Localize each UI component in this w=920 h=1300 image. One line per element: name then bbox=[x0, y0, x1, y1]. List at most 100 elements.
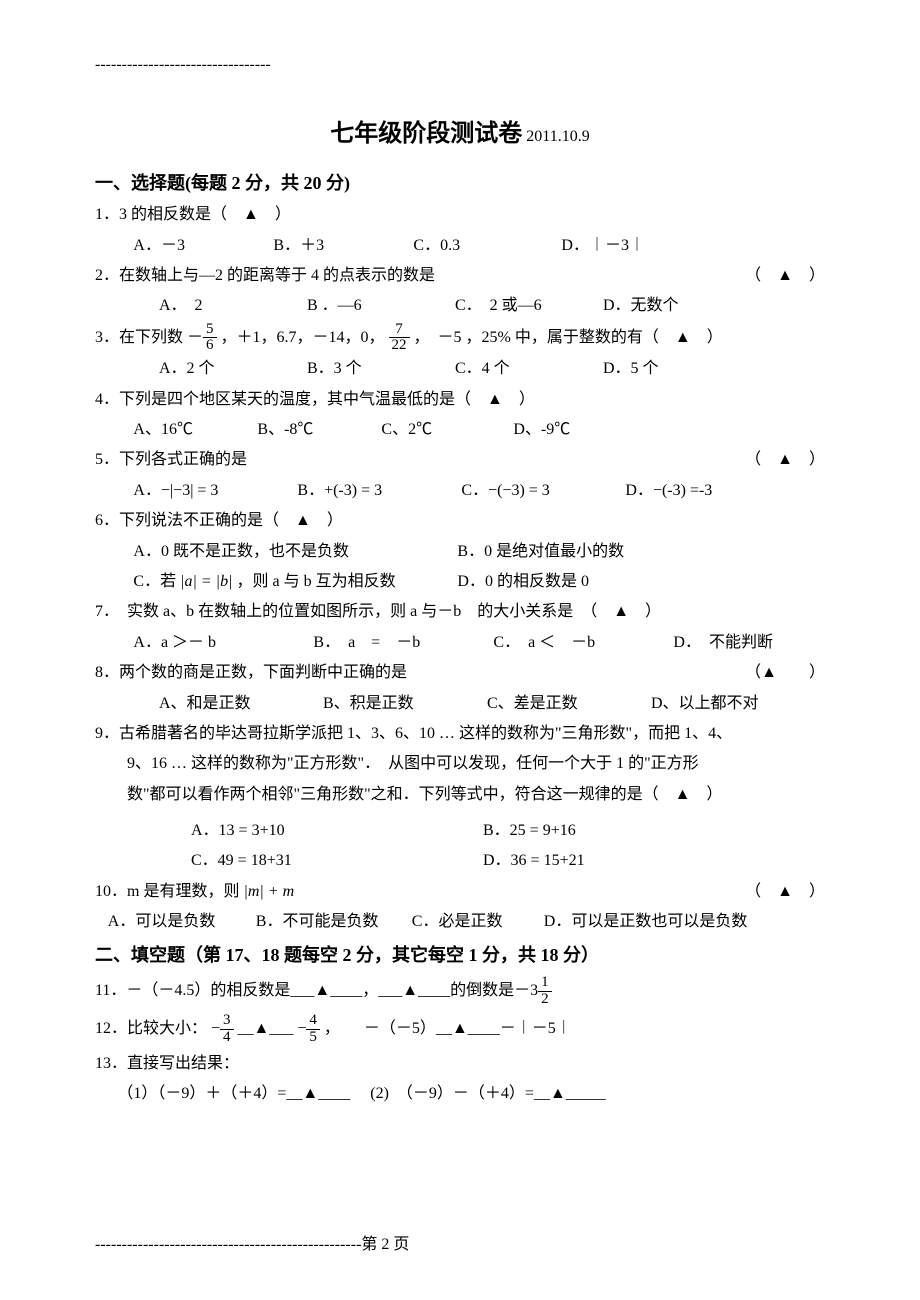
page-title: 七年级阶段测试卷 bbox=[330, 121, 522, 147]
q3-stem: 3．在下列数 －56 ，＋1，6.7，－14，0， 722 ， －5 ，25% … bbox=[95, 322, 825, 355]
triangle-icon bbox=[550, 1085, 566, 1102]
q8-stem: 8．两个数的商是正数，下面判断中正确的是 （▲ ） bbox=[95, 658, 825, 688]
q6-c: C．若 |a| = |b| ，则 a 与 b 互为相反数 bbox=[133, 567, 453, 597]
q2-options: A． 2 B ．—6 C． 2 或—6 D．无数个 bbox=[95, 291, 825, 321]
q4-a: A、16℃ bbox=[133, 415, 253, 445]
q2-b: B ．—6 bbox=[307, 291, 451, 321]
title-block: 七年级阶段测试卷 2011.10.9 bbox=[95, 112, 825, 158]
footer-page: 第 2 页 bbox=[361, 1236, 409, 1253]
q8-d: D、以上都不对 bbox=[651, 695, 759, 712]
q6-c-post: ，则 a 与 b 互为相反数 bbox=[236, 573, 395, 590]
triangle-icon bbox=[452, 1020, 468, 1037]
q5-stem: 5．下列各式正确的是 （ ▲ ） bbox=[95, 445, 825, 475]
footer: ----------------------------------------… bbox=[95, 1230, 825, 1260]
q11-post: ____的倒数是－3 bbox=[418, 982, 538, 999]
q1-c: C．0.3 bbox=[413, 231, 557, 261]
frac-4-5: 45 bbox=[306, 1013, 320, 1046]
frac-3-4: 34 bbox=[220, 1013, 234, 1046]
q4-b: B、-8℃ bbox=[257, 415, 377, 445]
q10-b: B．不可能是负数 bbox=[256, 907, 408, 937]
q5-b: B．+(-3) = 3 bbox=[297, 476, 457, 506]
q5-d: D．−(-3) =-3 bbox=[625, 482, 712, 499]
q10-stem: 10．m 是有理数，则 |m| + m （ ▲ ） bbox=[95, 877, 825, 907]
q2-stem-text: 2．在数轴上与—2 的距离等于 4 的点表示的数是 bbox=[95, 267, 435, 284]
q6-a: A．0 既不是正数，也不是负数 bbox=[133, 537, 453, 567]
q13-b-post: _____ bbox=[566, 1085, 606, 1102]
q10-a: A．可以是负数 bbox=[108, 907, 252, 937]
q1-b: B．＋3 bbox=[273, 231, 409, 261]
q9-c: C．49 = 18+31 bbox=[191, 846, 479, 876]
q13-b-pre: (2) （－9）－（＋4）=__ bbox=[370, 1085, 550, 1102]
q11: 11．－（－4.5）的相反数是_______，_______的倒数是－312 bbox=[95, 972, 825, 1010]
q9-row2: C．49 = 18+31 D．36 = 15+21 bbox=[95, 846, 825, 876]
q3-b: B．3 个 bbox=[307, 354, 451, 384]
page: --------------------------------- 七年级阶段测… bbox=[0, 0, 920, 1300]
q3-pre: 3．在下列数 bbox=[95, 329, 183, 346]
q3-post: ， －5 ，25% 中，属于整数的有（ ▲ ） bbox=[414, 329, 723, 346]
q12-m1: __ bbox=[238, 1020, 254, 1037]
q10-pre: 10．m 是有理数，则 bbox=[95, 883, 239, 900]
q3-options: A．2 个 B．3 个 C．4 个 D．5 个 bbox=[95, 354, 825, 384]
q2-a: A． 2 bbox=[159, 291, 303, 321]
q6-row1: A．0 既不是正数，也不是负数 B．0 是绝对值最小的数 bbox=[95, 537, 825, 567]
q11-mid: ____，___ bbox=[330, 982, 402, 999]
frac-7-22: 722 bbox=[389, 322, 410, 355]
q4-stem: 4．下列是四个地区某天的温度，其中气温最低的是（ ▲ ） bbox=[95, 385, 825, 415]
q2-d: D．无数个 bbox=[603, 297, 679, 314]
q2-stem: 2．在数轴上与—2 的距离等于 4 的点表示的数是 （ ▲ ） bbox=[95, 261, 825, 291]
section-1-heading: 一、选择题(每题 2 分，共 20 分) bbox=[95, 166, 825, 200]
triangle-icon bbox=[314, 982, 330, 999]
q8-c: C、差是正数 bbox=[487, 689, 647, 719]
q12-pre: 12．比较大小： bbox=[95, 1020, 207, 1037]
top-dash: --------------------------------- bbox=[95, 50, 825, 80]
q12-post: ____－︱－5︱ bbox=[468, 1020, 572, 1037]
q8-blank: （▲ ） bbox=[745, 658, 825, 688]
q7-d: D． 不能判断 bbox=[673, 634, 773, 651]
neg-sign-1: － bbox=[187, 329, 203, 346]
q7-c: C． a ＜ －b bbox=[493, 628, 669, 658]
q7-options: A．a ＞－ b B． a = －b C． a ＜ －b D． 不能判断 bbox=[95, 628, 825, 658]
q6-d: D．0 的相反数是 0 bbox=[457, 573, 589, 590]
q8-stem-text: 8．两个数的商是正数，下面判断中正确的是 bbox=[95, 664, 407, 681]
q1-d: D．︱－3︱ bbox=[561, 237, 645, 254]
q9-l1: 9．古希腊著名的毕达哥拉斯学派把 1、3、6、10 … 这样的数称为"三角形数"… bbox=[95, 719, 825, 749]
q8-options: A、和是正数 B、积是正数 C、差是正数 D、以上都不对 bbox=[95, 689, 825, 719]
q1-a: A．－3 bbox=[133, 231, 269, 261]
q8-b: B、积是正数 bbox=[323, 689, 483, 719]
q9-l2: 9、16 … 这样的数称为"正方形数"． 从图中可以发现，任何一个大于 1 的"… bbox=[95, 749, 825, 779]
q11-pre: 11．－（－4.5）的相反数是___ bbox=[95, 982, 314, 999]
q12: 12．比较大小： −34 _____ −45 ， －（－5）______－︱－5… bbox=[95, 1010, 825, 1048]
frac-5-6: 56 bbox=[203, 322, 217, 355]
q6-row2: C．若 |a| = |b| ，则 a 与 b 互为相反数 D．0 的相反数是 0 bbox=[95, 567, 825, 597]
q7-stem: 7． 实数 a、b 在数轴上的位置如图所示，则 a 与－b 的大小关系是 （ ▲… bbox=[95, 597, 825, 627]
q4-d: D、-9℃ bbox=[513, 421, 570, 438]
q1-options: A．－3 B．＋3 C．0.3 D．︱－3︱ bbox=[95, 231, 825, 261]
q10-blank: （ ▲ ） bbox=[745, 877, 825, 907]
q3-d: D．5 个 bbox=[603, 360, 659, 377]
triangle-icon bbox=[402, 982, 418, 999]
triangle-icon bbox=[254, 1020, 270, 1037]
q6-b: B．0 是绝对值最小的数 bbox=[457, 543, 624, 560]
q2-c: C． 2 或—6 bbox=[455, 291, 599, 321]
triangle-icon bbox=[302, 1085, 318, 1102]
section-2-heading: 二、填空题（第 17、18 题每空 2 分，其它每空 1 分，共 18 分） bbox=[95, 938, 825, 972]
q7-a: A．a ＞－ b bbox=[133, 628, 309, 658]
q9-a: A．13 = 3+10 bbox=[191, 816, 479, 846]
q10-options: A．可以是负数 B．不可能是负数 C．必是正数 D．可以是正数也可以是负数 bbox=[95, 907, 825, 937]
q13-stem: 13．直接写出结果： bbox=[95, 1049, 825, 1079]
q4-options: A、16℃ B、-8℃ C、2℃ D、-9℃ bbox=[95, 415, 825, 445]
q10-d: D．可以是正数也可以是负数 bbox=[544, 913, 748, 930]
q3-a: A．2 个 bbox=[159, 354, 303, 384]
q7-b: B． a = －b bbox=[313, 628, 489, 658]
q5-a: A．−|−3| = 3 bbox=[133, 476, 293, 506]
neg-sign: − bbox=[297, 1020, 306, 1037]
q1-stem: 1．3 的相反数是（ ▲ ） bbox=[95, 200, 825, 230]
footer-dash: ----------------------------------------… bbox=[95, 1236, 361, 1253]
q3-mid: ，＋1，6.7，－14，0， bbox=[221, 329, 385, 346]
q9-b: B．25 = 9+16 bbox=[483, 822, 576, 839]
q10-c: C．必是正数 bbox=[412, 907, 540, 937]
q9-l3: 数"都可以看作两个相邻"三角形数"之和．下列等式中，符合这一规律的是（ ▲ ） bbox=[95, 780, 825, 810]
q5-blank: （ ▲ ） bbox=[745, 445, 825, 475]
q6-stem: 6．下列说法不正确的是（ ▲ ） bbox=[95, 506, 825, 536]
q13-a-pre: （1）（－9）＋（＋4）=__ bbox=[117, 1085, 302, 1102]
